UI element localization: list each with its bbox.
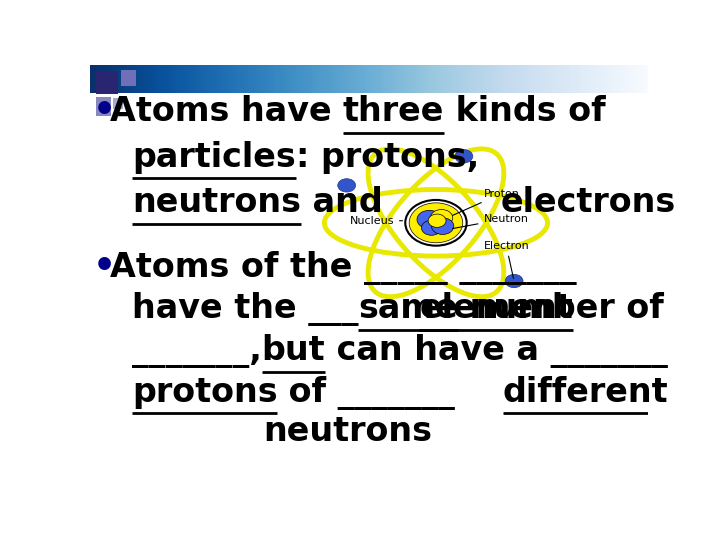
Circle shape [505, 274, 523, 288]
Text: element: element [419, 293, 573, 326]
Circle shape [417, 210, 441, 228]
Text: •: • [93, 94, 116, 128]
Text: Atoms have: Atoms have [109, 95, 343, 128]
Text: number of: number of [458, 293, 664, 326]
Bar [96, 97, 111, 116]
Circle shape [431, 218, 454, 234]
Text: have the ___: have the ___ [132, 293, 359, 327]
Text: three: three [343, 95, 444, 128]
Circle shape [421, 220, 441, 235]
Bar [121, 70, 136, 85]
Circle shape [428, 214, 446, 227]
Text: particles: particles [132, 141, 296, 174]
Text: protons: protons [132, 376, 277, 409]
Text: kinds of: kinds of [444, 95, 606, 128]
Text: can have a _______: can have a _______ [325, 334, 668, 368]
Text: Atoms of the _____ _______: Atoms of the _____ _______ [109, 251, 576, 285]
Circle shape [431, 210, 453, 226]
Text: different: different [503, 376, 669, 409]
Text: Nucleus: Nucleus [349, 215, 402, 226]
Text: Electron: Electron [483, 241, 529, 278]
Text: neutrons: neutrons [132, 186, 301, 219]
Text: and: and [301, 186, 382, 219]
Circle shape [338, 179, 356, 192]
Text: •: • [93, 250, 116, 284]
Text: : protons,: : protons, [296, 141, 479, 174]
Text: same: same [359, 293, 458, 326]
Bar [96, 71, 118, 94]
Text: but: but [262, 334, 325, 367]
Text: Proton: Proton [452, 188, 519, 215]
Text: Neutron: Neutron [453, 214, 528, 228]
Circle shape [455, 150, 473, 163]
Text: _______,: _______, [132, 335, 262, 368]
Bar [114, 98, 124, 109]
Text: electrons: electrons [500, 186, 675, 219]
Text: of _______: of _______ [277, 376, 455, 410]
Text: neutrons: neutrons [263, 415, 432, 448]
Circle shape [409, 203, 463, 243]
